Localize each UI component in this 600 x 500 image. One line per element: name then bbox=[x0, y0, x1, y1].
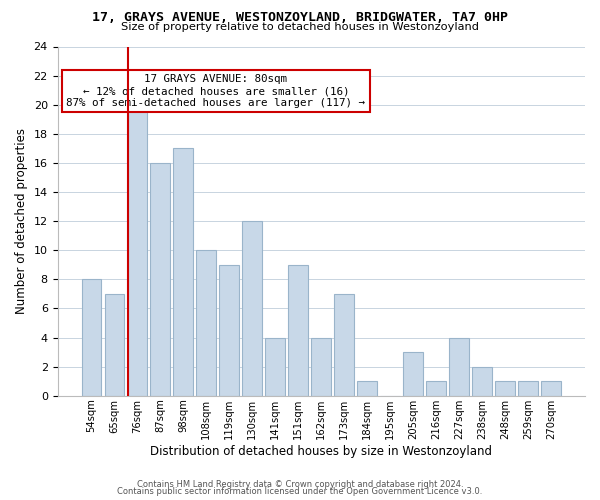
Bar bbox=[289, 265, 308, 396]
Bar bbox=[518, 381, 538, 396]
Bar bbox=[242, 221, 262, 396]
Bar bbox=[196, 250, 216, 396]
Text: Contains HM Land Registry data © Crown copyright and database right 2024.: Contains HM Land Registry data © Crown c… bbox=[137, 480, 463, 489]
Text: Contains public sector information licensed under the Open Government Licence v3: Contains public sector information licen… bbox=[118, 487, 482, 496]
Bar bbox=[104, 294, 124, 396]
Bar bbox=[151, 163, 170, 396]
Bar bbox=[334, 294, 354, 396]
Bar bbox=[265, 338, 285, 396]
Bar bbox=[82, 280, 101, 396]
Text: 17 GRAYS AVENUE: 80sqm
← 12% of detached houses are smaller (16)
87% of semi-det: 17 GRAYS AVENUE: 80sqm ← 12% of detached… bbox=[66, 74, 365, 108]
Bar bbox=[128, 104, 147, 396]
Bar bbox=[220, 265, 239, 396]
Bar bbox=[427, 381, 446, 396]
Text: 17, GRAYS AVENUE, WESTONZOYLAND, BRIDGWATER, TA7 0HP: 17, GRAYS AVENUE, WESTONZOYLAND, BRIDGWA… bbox=[92, 11, 508, 24]
Bar bbox=[472, 366, 492, 396]
Bar bbox=[449, 338, 469, 396]
Y-axis label: Number of detached properties: Number of detached properties bbox=[15, 128, 28, 314]
Bar bbox=[173, 148, 193, 396]
Bar bbox=[496, 381, 515, 396]
X-axis label: Distribution of detached houses by size in Westonzoyland: Distribution of detached houses by size … bbox=[150, 444, 492, 458]
Bar bbox=[311, 338, 331, 396]
Bar bbox=[541, 381, 561, 396]
Bar bbox=[403, 352, 423, 396]
Text: Size of property relative to detached houses in Westonzoyland: Size of property relative to detached ho… bbox=[121, 22, 479, 32]
Bar bbox=[358, 381, 377, 396]
